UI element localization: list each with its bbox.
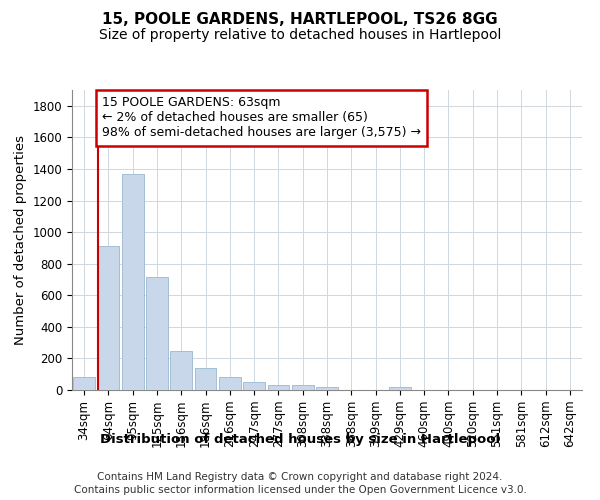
Bar [219, 376, 241, 390]
Bar [243, 382, 265, 390]
Bar [292, 386, 314, 390]
Bar [268, 385, 289, 390]
Text: Size of property relative to detached houses in Hartlepool: Size of property relative to detached ho… [99, 28, 501, 42]
Bar [194, 368, 217, 390]
Text: Contains HM Land Registry data © Crown copyright and database right 2024.: Contains HM Land Registry data © Crown c… [97, 472, 503, 482]
Text: 15 POOLE GARDENS: 63sqm
← 2% of detached houses are smaller (65)
98% of semi-det: 15 POOLE GARDENS: 63sqm ← 2% of detached… [102, 96, 421, 140]
Bar [170, 351, 192, 390]
Bar [389, 387, 411, 390]
Text: 15, POOLE GARDENS, HARTLEPOOL, TS26 8GG: 15, POOLE GARDENS, HARTLEPOOL, TS26 8GG [102, 12, 498, 28]
Bar [146, 277, 168, 390]
Text: Contains public sector information licensed under the Open Government Licence v3: Contains public sector information licen… [74, 485, 526, 495]
Bar [73, 376, 95, 390]
Bar [122, 174, 143, 390]
Bar [316, 388, 338, 390]
Text: Distribution of detached houses by size in Hartlepool: Distribution of detached houses by size … [100, 432, 500, 446]
Bar [97, 246, 119, 390]
Y-axis label: Number of detached properties: Number of detached properties [14, 135, 27, 345]
